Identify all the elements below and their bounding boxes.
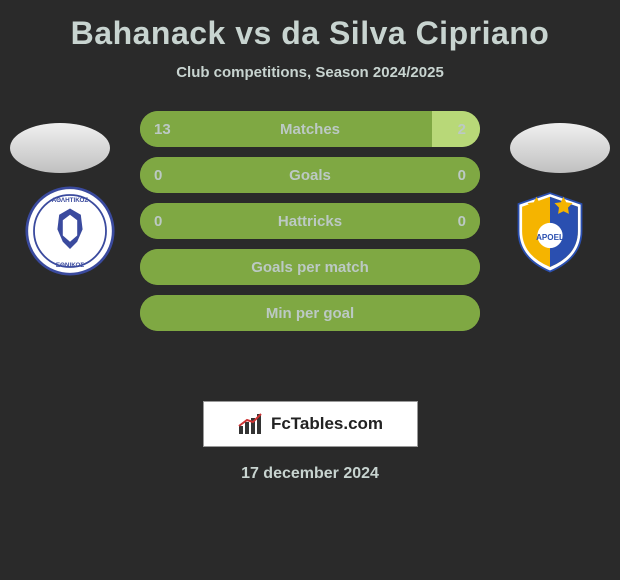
stat-value-b: 0 xyxy=(458,213,466,230)
team-b-crest: APOEL xyxy=(505,186,595,276)
subtitle: Club competitions, Season 2024/2025 xyxy=(0,64,620,81)
stat-label: Goals xyxy=(140,167,480,184)
stat-bar: Hattricks0 0 xyxy=(140,203,480,239)
stat-label: Matches xyxy=(140,121,480,138)
date-text: 17 december 2024 xyxy=(0,465,620,483)
brand-watermark[interactable]: FcTables.com xyxy=(203,401,418,447)
svg-text:ΕΘΝΙΚΟΣ: ΕΘΝΙΚΟΣ xyxy=(56,262,85,269)
stat-bar: Matches13 2 xyxy=(140,111,480,147)
stat-label: Hattricks xyxy=(140,213,480,230)
svg-text:ΑΘΛΗΤΙΚΟΣ: ΑΘΛΗΤΙΚΟΣ xyxy=(52,197,89,204)
stat-label: Min per goal xyxy=(140,305,480,322)
stat-value-a: 0 xyxy=(154,167,162,184)
player-a-photo xyxy=(10,123,110,173)
stat-bar: Goals0 0 xyxy=(140,157,480,193)
stat-value-b: 2 xyxy=(458,121,466,138)
stat-label: Goals per match xyxy=(140,259,480,276)
svg-text:APOEL: APOEL xyxy=(536,233,564,242)
stat-value-a: 0 xyxy=(154,213,162,230)
page-title: Bahanack vs da Silva Cipriano xyxy=(0,15,620,52)
stat-value-a: 13 xyxy=(154,121,171,138)
stat-bar: Min per goal xyxy=(140,295,480,331)
stat-bars: Matches132Goals00Hattricks00Goals per ma… xyxy=(140,111,480,341)
brand-text: FcTables.com xyxy=(271,414,383,434)
player-b-photo xyxy=(510,123,610,173)
stat-bar: Goals per match xyxy=(140,249,480,285)
stat-value-b: 0 xyxy=(458,167,466,184)
chart-icon xyxy=(237,412,265,436)
team-a-crest: ΑΘΛΗΤΙΚΟΣ ΕΘΝΙΚΟΣ xyxy=(25,186,115,276)
comparison-card: Bahanack vs da Silva Cipriano Club compe… xyxy=(0,0,620,498)
comparison-body: ΑΘΛΗΤΙΚΟΣ ΕΘΝΙΚΟΣ APOEL Matches132Goals0… xyxy=(0,111,620,391)
